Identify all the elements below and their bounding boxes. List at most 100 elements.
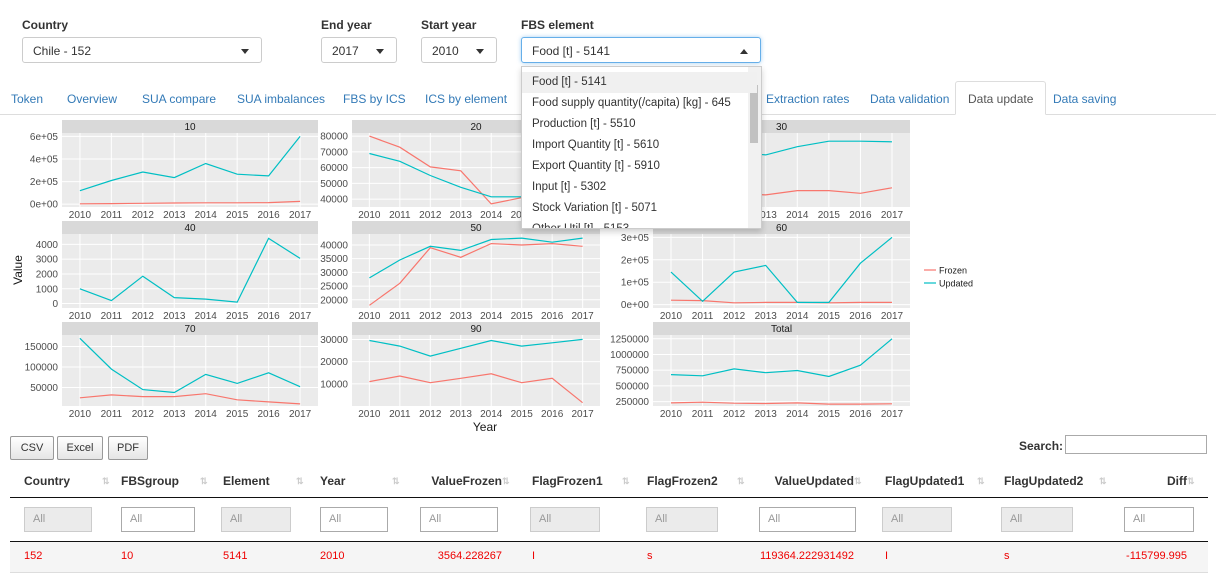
column-filter[interactable]: All bbox=[646, 507, 718, 532]
table-cell: 152 bbox=[24, 550, 43, 562]
y-tick-label: 20000 bbox=[320, 295, 348, 306]
table-cell: I bbox=[532, 550, 536, 562]
series-line bbox=[369, 242, 583, 306]
x-tick-label: 2016 bbox=[258, 210, 281, 221]
tab[interactable]: SUA imbalances bbox=[237, 92, 326, 106]
tab[interactable]: ICS by element bbox=[425, 92, 508, 106]
end-year-select[interactable]: 2017 bbox=[321, 37, 397, 63]
y-tick-label: 100000 bbox=[25, 363, 59, 374]
dropdown-option[interactable]: Input [t] - 5302 bbox=[532, 181, 607, 193]
column-filter[interactable]: All bbox=[882, 507, 952, 532]
dropdown-option[interactable]: Stock Variation [t] - 5071 bbox=[532, 202, 658, 214]
x-tick-label: 2015 bbox=[818, 210, 841, 221]
tab[interactable]: FBS by ICS bbox=[343, 92, 406, 106]
x-tick-label: 2011 bbox=[692, 409, 714, 420]
tab[interactable]: Data saving bbox=[1053, 92, 1117, 106]
dropdown-option[interactable]: Import Quantity [t] - 5610 bbox=[532, 139, 660, 151]
column-header[interactable]: FBSgroup bbox=[121, 474, 179, 488]
start-year-value: 2010 bbox=[432, 44, 459, 58]
sort-icon: ⇅ bbox=[502, 476, 510, 486]
y-tick-label: 500000 bbox=[616, 381, 650, 392]
x-tick-label: 2013 bbox=[163, 311, 186, 322]
panel-title: 30 bbox=[776, 122, 788, 133]
series-line bbox=[369, 373, 583, 404]
x-tick-label: 2012 bbox=[419, 409, 442, 420]
y-tick-label: 2e+05 bbox=[621, 255, 650, 266]
column-header[interactable]: Diff bbox=[1167, 474, 1187, 488]
column-header[interactable]: ValueUpdated bbox=[774, 474, 854, 488]
sort-icon: ⇅ bbox=[1187, 476, 1195, 486]
dropdown-option[interactable]: Production [t] - 5510 bbox=[532, 118, 636, 130]
column-header[interactable]: Element bbox=[223, 474, 270, 488]
y-tick-label: 1250000 bbox=[610, 334, 649, 345]
y-tick-label: 1e+05 bbox=[621, 278, 650, 289]
y-tick-label: 750000 bbox=[616, 366, 650, 377]
column-filter[interactable]: All bbox=[1124, 507, 1194, 532]
x-tick-label: 2011 bbox=[389, 311, 411, 322]
scroll-thumb[interactable] bbox=[750, 85, 758, 143]
x-tick-label: 2017 bbox=[572, 311, 595, 322]
fbs-element-select[interactable]: Food [t] - 5141 bbox=[521, 37, 761, 63]
table-cell: 3564.228267 bbox=[437, 550, 502, 562]
export-button[interactable]: Excel bbox=[57, 436, 103, 460]
tab[interactable]: Overview bbox=[67, 92, 118, 106]
y-axis-label: Value bbox=[11, 255, 25, 285]
x-tick-label: 2013 bbox=[450, 409, 473, 420]
column-filter[interactable]: All bbox=[121, 507, 195, 532]
scrollbar bbox=[748, 67, 761, 228]
country-select[interactable]: Chile - 152 bbox=[22, 37, 262, 63]
column-header[interactable]: Country bbox=[24, 474, 70, 488]
column-filter[interactable]: All bbox=[759, 507, 856, 532]
country-value: Chile - 152 bbox=[33, 44, 92, 58]
dropdown-option[interactable]: Food [t] - 5141 bbox=[522, 72, 757, 93]
tab[interactable]: Token bbox=[11, 92, 44, 106]
tab[interactable]: Data update bbox=[955, 81, 1047, 115]
series-line bbox=[79, 136, 301, 192]
x-tick-label: 2015 bbox=[511, 409, 534, 420]
column-header[interactable]: FlagUpdated1 bbox=[885, 474, 965, 488]
start-year-label: Start year bbox=[421, 18, 477, 32]
x-tick-label: 2013 bbox=[755, 210, 778, 221]
x-tick-label: 2015 bbox=[511, 311, 534, 322]
x-tick-label: 2010 bbox=[69, 311, 92, 322]
sort-icon: ⇅ bbox=[854, 476, 862, 486]
panel-title: 90 bbox=[470, 324, 482, 335]
column-header[interactable]: Year bbox=[320, 474, 346, 488]
series-line bbox=[79, 393, 301, 405]
x-tick-label: 2017 bbox=[881, 409, 904, 420]
column-filter[interactable]: All bbox=[530, 507, 600, 532]
x-tick-label: 2013 bbox=[755, 311, 778, 322]
tab[interactable]: SUA compare bbox=[142, 92, 217, 106]
dropdown-option[interactable]: Food supply quantity(/capita) [kg] - 645 bbox=[532, 97, 731, 109]
column-header[interactable]: FlagUpdated2 bbox=[1004, 474, 1084, 488]
column-header[interactable]: FlagFrozen1 bbox=[532, 474, 603, 488]
panel-bg bbox=[352, 335, 600, 406]
panel-bg bbox=[653, 234, 910, 308]
search-input[interactable] bbox=[1065, 435, 1207, 454]
export-button[interactable]: CSV bbox=[10, 436, 54, 460]
tab[interactable]: Data validation bbox=[870, 92, 950, 106]
column-header[interactable]: FlagFrozen2 bbox=[647, 474, 718, 488]
export-button[interactable]: PDF bbox=[108, 436, 148, 460]
start-year-select[interactable]: 2010 bbox=[421, 37, 497, 63]
column-filter[interactable]: All bbox=[320, 507, 388, 532]
column-filter[interactable]: All bbox=[420, 507, 498, 532]
series-line bbox=[670, 236, 893, 303]
x-tick-label: 2014 bbox=[480, 210, 503, 221]
column-filter[interactable]: All bbox=[221, 507, 291, 532]
y-tick-label: 35000 bbox=[320, 254, 348, 265]
sort-icon: ⇅ bbox=[392, 476, 400, 486]
panel-bg bbox=[352, 234, 600, 308]
dropdown-option[interactable]: Export Quantity [t] - 5910 bbox=[532, 160, 660, 172]
dropdown-option[interactable]: Other Util [t] - 5153 bbox=[532, 223, 630, 229]
x-tick-label: 2012 bbox=[723, 311, 746, 322]
tab[interactable]: Extraction rates bbox=[766, 92, 850, 106]
column-header[interactable]: ValueFrozen bbox=[431, 474, 502, 488]
end-year-value: 2017 bbox=[332, 44, 359, 58]
x-tick-label: 2016 bbox=[849, 311, 872, 322]
column-filter[interactable]: All bbox=[1001, 507, 1073, 532]
x-tick-label: 2016 bbox=[258, 409, 281, 420]
x-tick-label: 2013 bbox=[163, 210, 186, 221]
column-filter[interactable]: All bbox=[24, 507, 92, 532]
